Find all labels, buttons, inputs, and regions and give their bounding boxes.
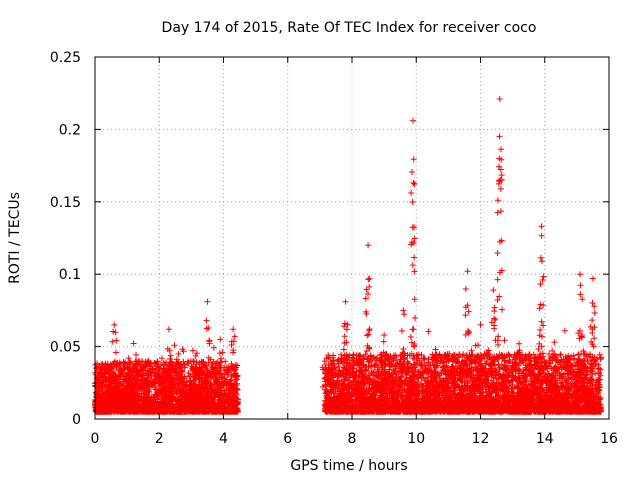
data-point [193, 350, 200, 357]
data-point [133, 351, 140, 358]
data-point [425, 328, 432, 335]
data-point [189, 347, 196, 354]
data-point [148, 373, 155, 380]
data-point [501, 337, 508, 344]
data-point [210, 344, 217, 351]
data-point [365, 331, 372, 338]
data-point [561, 327, 568, 334]
data-point [115, 367, 122, 374]
data-point [591, 335, 598, 342]
data-point [171, 342, 178, 349]
data-points [92, 95, 604, 415]
data-point [192, 352, 199, 359]
data-point [222, 358, 229, 365]
data-point [130, 340, 137, 347]
data-point [557, 351, 564, 358]
data-point [112, 349, 119, 356]
data-point [460, 351, 467, 358]
chart-title: Day 174 of 2015, Rate Of TEC Index for r… [162, 20, 537, 36]
